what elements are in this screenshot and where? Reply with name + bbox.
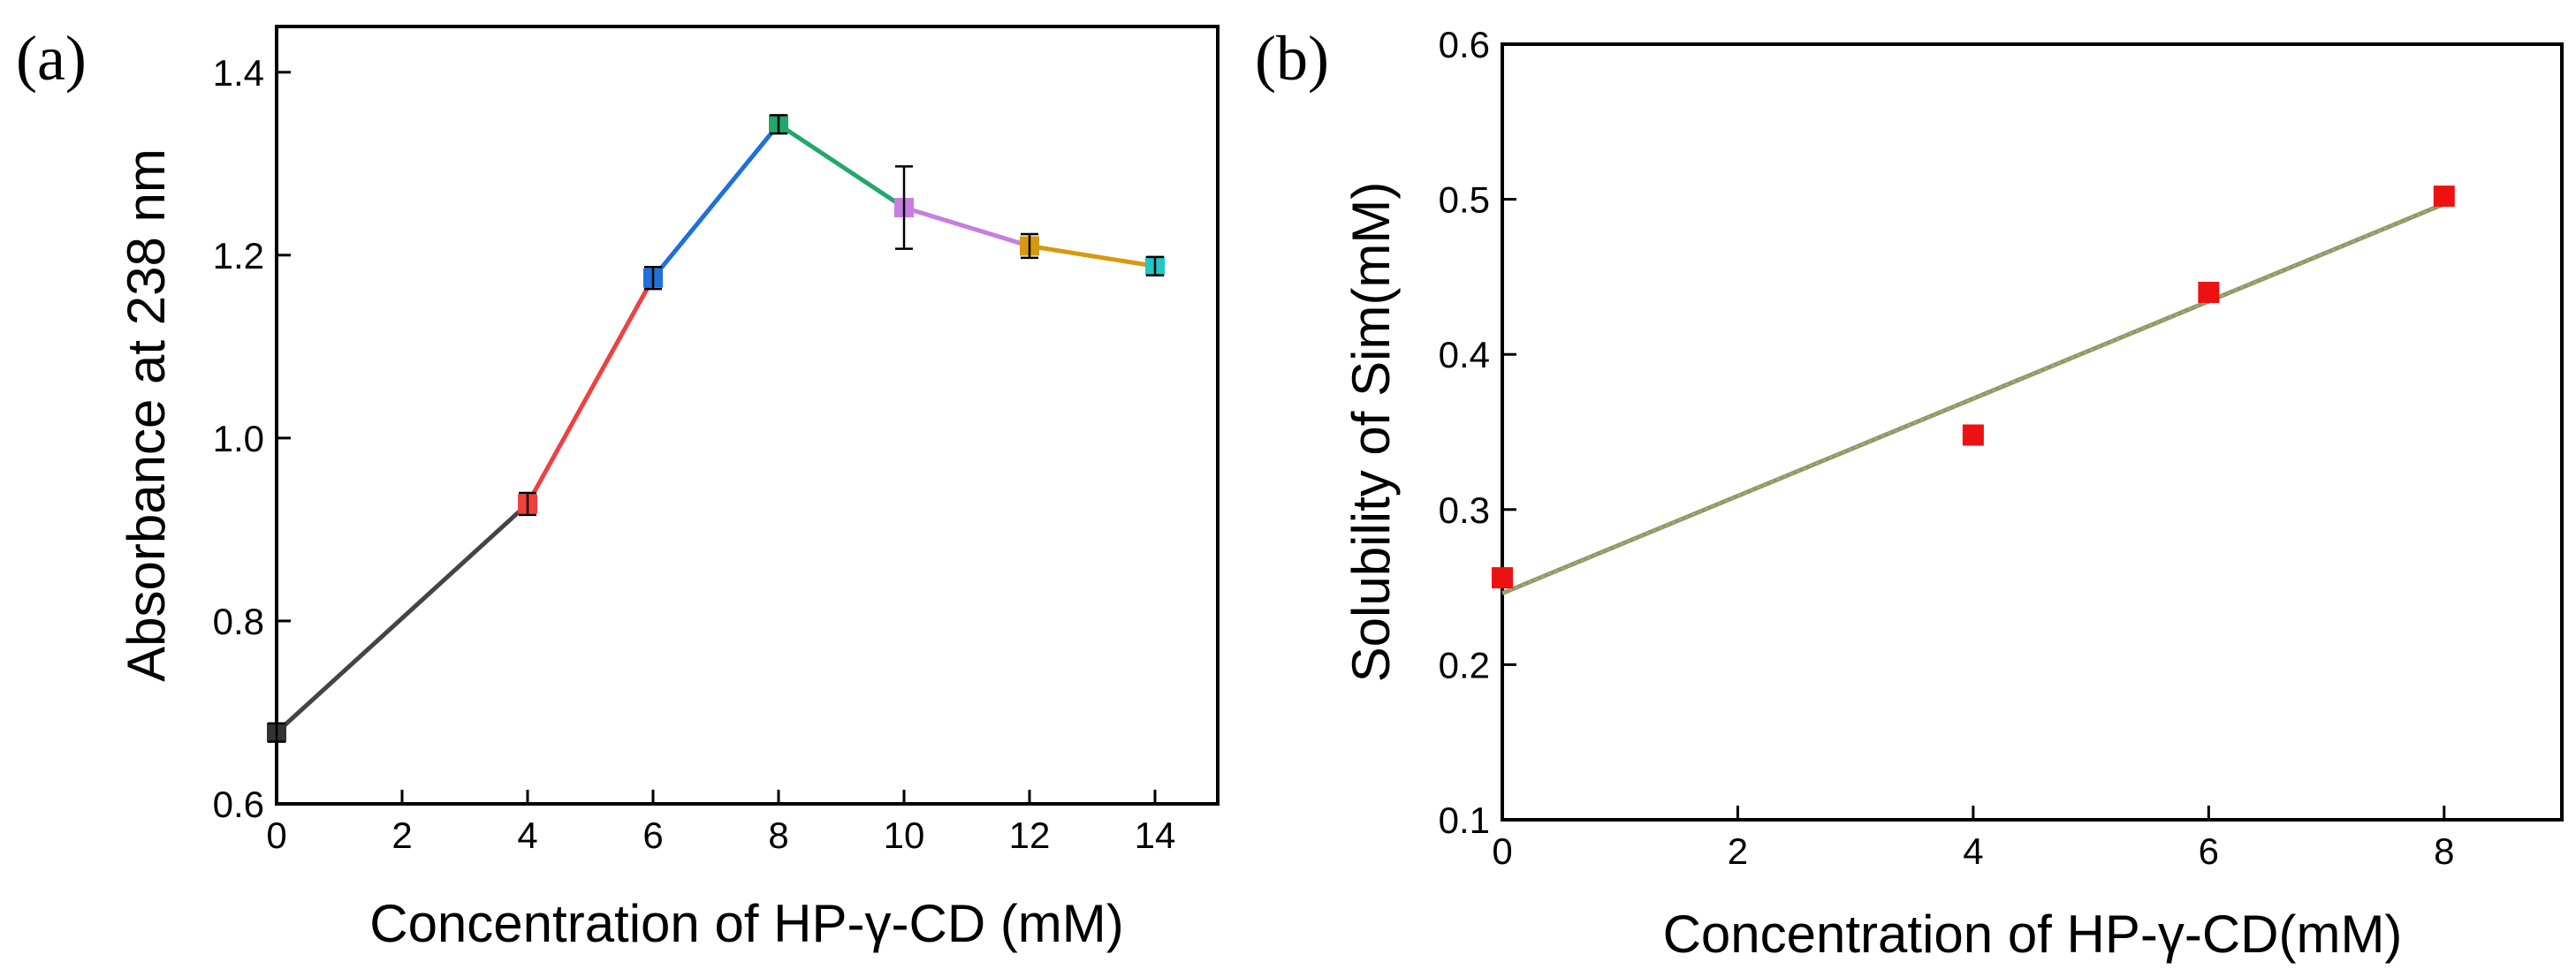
panel-b-point-0 [1492,567,1513,589]
panel-a-segment-3 [777,122,906,210]
panel-b-x-axis-title: Concentration of HP-γ-CD(mM) [1663,905,2403,964]
panel-a-x-tick-label-3: 6 [642,814,663,856]
panel-b-y-tick-label-5: 0.6 [1439,24,1490,65]
panel-b-label: (b) [1255,23,1329,94]
panel-b-x-tick-label-3: 6 [2199,830,2219,872]
panel-b-fit-line [1501,201,2445,595]
panel-b-x-tick-label-2: 4 [1963,830,1983,872]
panel-b-y-tick-label-3: 0.4 [1439,334,1490,375]
panel-b-y-tick-label-4: 0.5 [1439,179,1490,221]
panel-a-y-tick-label-0: 0.6 [213,784,264,825]
panel-a-y-axis-title: Absorbance at 238 nm [117,148,176,682]
panel-b-x-tick-label-4: 8 [2434,830,2454,872]
panel-a-frame [275,25,1220,806]
panel-a: (a) 0 2 4 6 8 10 12 14 0.6 0.8 1.0 1.2 1.4 Concentra… [16,23,1220,953]
panel-a-label: (a) [16,23,87,94]
panel-b-ticks: 0 2 4 6 8 0.1 0.2 0.3 0.4 0.5 0.6 [1439,24,2455,872]
panel-a-segment-0 [275,502,529,735]
panel-b-point-1 [1962,424,1984,446]
panel-b-y-axis-title: Solubility of Sim(mM) [1341,182,1401,683]
panel-a-x-tick-label-2: 4 [517,814,537,856]
panel-b-x-tick-label-1: 2 [1728,830,1748,872]
panel-a-x-tick-label-6: 12 [1009,814,1051,856]
panel-a-y-tick-label-4: 1.4 [213,52,264,94]
panel-a-x-tick-label-4: 8 [768,814,788,856]
panel-b-x-tick-label-0: 0 [1492,830,1512,872]
panel-a-y-tick-label-1: 0.8 [213,601,264,642]
panel-a-data-points [267,114,1165,743]
panel-a-series-lines [275,122,1156,735]
panel-b-point-3 [2433,186,2455,208]
panel-a-y-tick-label-2: 1.0 [213,418,264,459]
panel-b-y-tick-label-2: 0.3 [1439,489,1490,531]
panel-a-x-tick-label-7: 14 [1135,814,1176,856]
panel-b-data-points [1492,186,2455,589]
panel-b-y-tick-label-1: 0.2 [1439,644,1490,685]
panel-a-x-tick-label-0: 0 [266,814,286,856]
panel-a-y-tick-label-3: 1.2 [213,235,264,276]
panel-b-point-2 [2198,281,2220,303]
panel-a-segment-1 [525,276,656,505]
panel-a-ticks: 0 2 4 6 8 10 12 14 0.6 0.8 1.0 1.2 1.4 [213,52,1176,856]
panel-a-x-tick-label-5: 10 [884,814,925,856]
panel-a-x-axis-title: Concentration of HP-γ-CD (mM) [369,894,1124,953]
panel-b-frame [1501,42,2564,822]
panel-b-y-tick-label-0: 0.1 [1439,799,1490,841]
panel-a-segment-5 [1029,244,1156,269]
panel-a-segment-4 [903,205,1030,248]
panel-a-x-tick-label-1: 2 [391,814,412,856]
panel-b: (b) 0 2 4 6 8 0.1 0.2 0.3 0.4 0.5 0.6 Concentratio… [1255,23,2564,964]
panel-b-fit-line-overlay [1501,203,2445,595]
panel-a-segment-2 [651,123,780,280]
